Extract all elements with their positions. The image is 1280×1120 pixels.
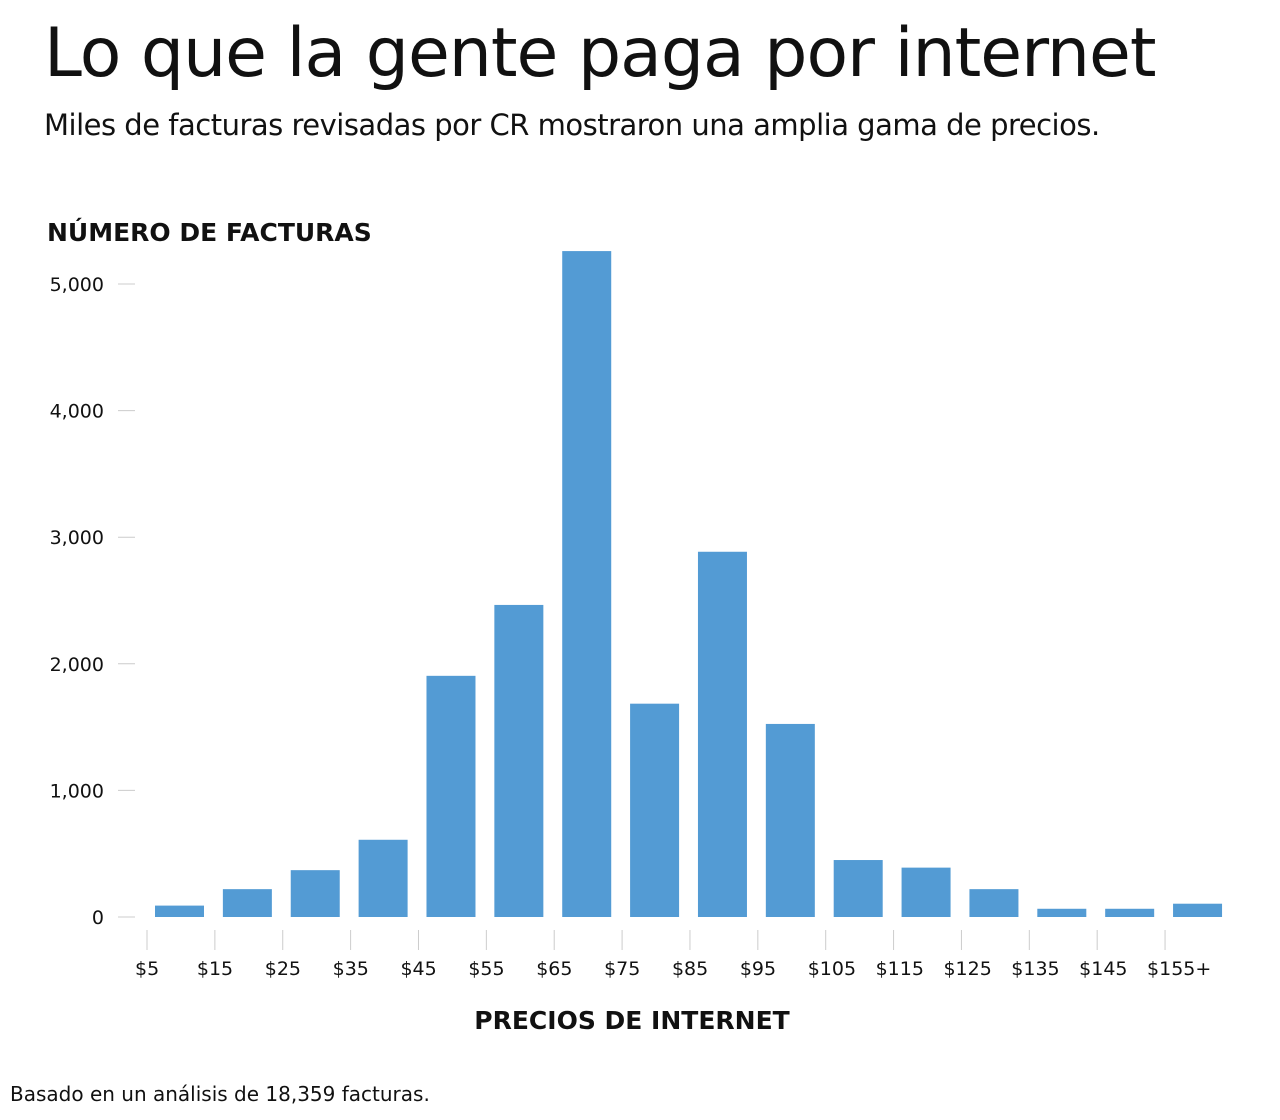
x-tick-label: $65 — [536, 958, 572, 980]
bar-$105-115 — [833, 860, 883, 917]
y-axis-label: NÚMERO DE FACTURAS — [47, 218, 372, 247]
x-tick-label: $155+ — [1147, 958, 1211, 980]
bar-$5-15 — [155, 905, 204, 917]
bar-$85-95 — [697, 551, 747, 917]
x-tick-label: $45 — [400, 958, 436, 980]
x-tick-label: $15 — [197, 958, 233, 980]
bar-$135-145 — [1037, 908, 1087, 917]
bar-$45-55 — [426, 675, 476, 917]
chart-title: Lo que la gente paga por internet — [44, 14, 1156, 93]
x-tick-label: $105 — [808, 958, 856, 980]
bar-$75-85 — [630, 703, 680, 917]
x-axis-label: PRECIOS DE INTERNET — [474, 1006, 790, 1035]
x-tick-label: $35 — [333, 958, 369, 980]
y-tick-label: 3,000 — [50, 527, 104, 549]
x-tick-label: $85 — [672, 958, 708, 980]
x-tick-label: $25 — [265, 958, 301, 980]
x-tick-label: $95 — [740, 958, 776, 980]
y-tick-label: 1,000 — [50, 780, 104, 802]
bar-$145-155 — [1105, 908, 1155, 917]
bar-$125-135 — [969, 889, 1019, 917]
bar-$35-45 — [358, 839, 408, 917]
bar-$15-25 — [222, 889, 272, 917]
chart-subtitle: Miles de facturas revisadas por CR mostr… — [44, 108, 1100, 142]
bar-$95-105 — [765, 723, 815, 917]
y-tick-label: 0 — [92, 907, 104, 929]
y-tick-label: 5,000 — [50, 274, 104, 296]
y-tick-label: 2,000 — [50, 654, 104, 676]
x-tick-label: $55 — [468, 958, 504, 980]
bar-$55-65 — [494, 604, 544, 917]
x-tick-label: $75 — [604, 958, 640, 980]
x-tick-label: $145 — [1079, 958, 1127, 980]
bar-$115-125 — [901, 867, 951, 917]
bar-$25-35 — [290, 870, 340, 917]
footnote: Basado en un análisis de 18,359 facturas… — [10, 1082, 430, 1106]
bar-$155+ — [1173, 903, 1223, 917]
x-tick-label: $115 — [876, 958, 924, 980]
bar-$65-75 — [562, 251, 612, 918]
y-tick-label: 4,000 — [50, 401, 104, 423]
x-tick-label: $125 — [943, 958, 991, 980]
x-tick-label: $135 — [1011, 958, 1059, 980]
x-tick-label: $5 — [135, 958, 159, 980]
